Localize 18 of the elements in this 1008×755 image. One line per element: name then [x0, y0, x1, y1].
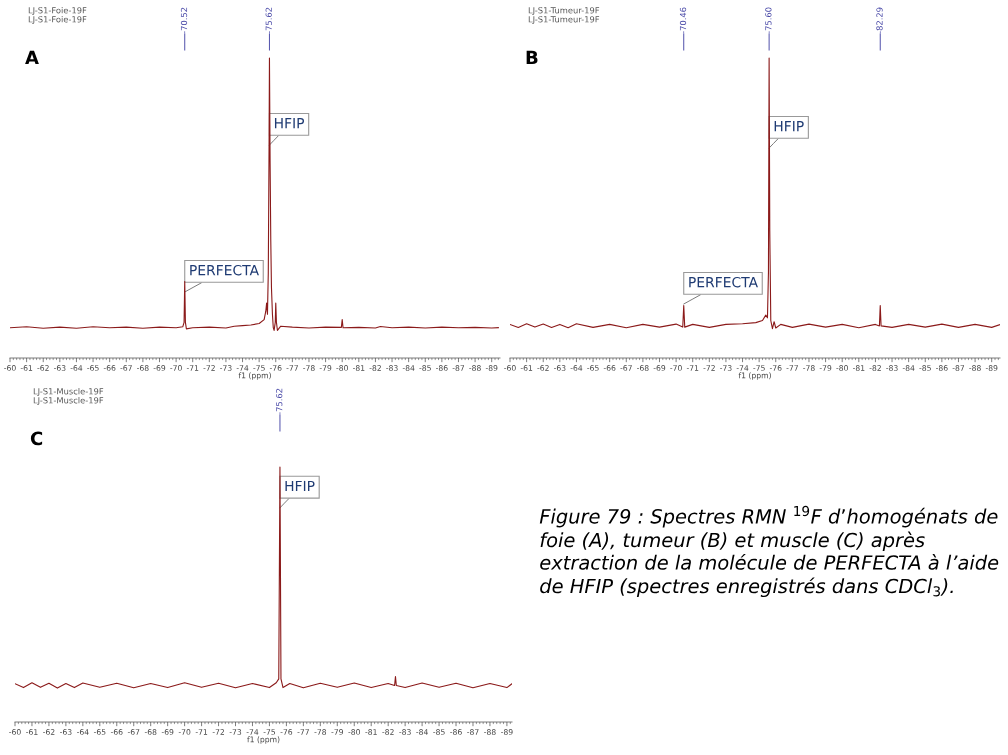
annotation: PERFECTA: [689, 276, 758, 288]
chart-title: LJ-S1-Foie-19F LJ-S1-Foie-19F: [28, 7, 87, 25]
chart-title: LJ-S1-Muscle-19F LJ-S1-Muscle-19F: [33, 388, 104, 406]
caption: Figure 79 : Spectres RMN $^{19}$F d’homogénats de foie (A), tumeur (B) et muscle (C) après extraction de la molécule de PERFECTA à l’aide de HFIP (spectres enregistrés dans CDCl$_{3}$).: [539, 505, 999, 598]
annotation: HFIP: [774, 121, 804, 132]
annotation: PERFECTA: [190, 264, 259, 276]
ref-line-label: -70.46: [679, 7, 687, 34]
annotation: HFIP: [274, 118, 305, 129]
ref-line-label: -75.60: [765, 7, 772, 34]
ref-line-label: -75.62: [276, 388, 283, 415]
ref-line-label: -70.52: [180, 7, 188, 34]
ref-line-label: -82.29: [876, 7, 883, 34]
ref-line-label: -75.62: [265, 7, 272, 34]
annotation: HFIP: [285, 480, 315, 492]
annotation: A: [25, 50, 39, 64]
annotation: B: [526, 50, 538, 64]
chart-title: LJ-S1-Tumeur-19F LJ-S1-Tumeur-19F: [528, 7, 600, 25]
text: C: [30, 431, 43, 446]
